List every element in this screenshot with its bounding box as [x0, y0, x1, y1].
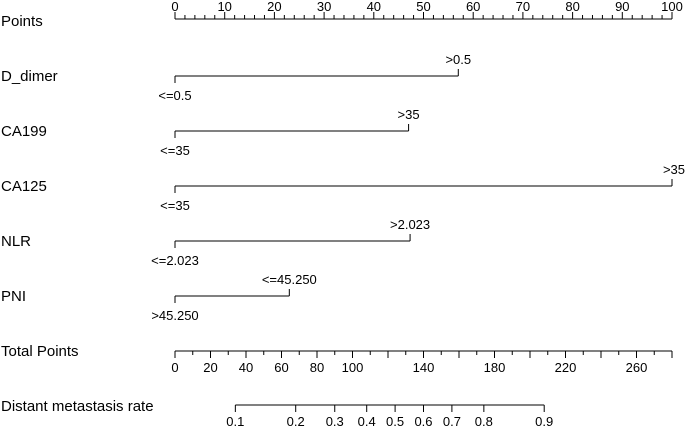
- risk-tick-label: 0.8: [475, 414, 493, 428]
- points-tick-label: 80: [565, 0, 579, 14]
- risk-tick-label: 0.5: [386, 414, 404, 428]
- variable-high-level-label: >35: [398, 107, 420, 122]
- variable-low-level-label: <=2.023: [151, 253, 199, 268]
- total-points-tick-label: 80: [310, 360, 324, 375]
- variable-low-level-label: <=35: [160, 143, 190, 158]
- total-points-tick-label: 0: [171, 360, 178, 375]
- variable-high-level-label: >35: [663, 162, 685, 177]
- total-points-scale-group: Total Points 0 20 40 60 80 100 140 180 220 260: [1, 343, 673, 375]
- points-tick-label: 70: [516, 0, 530, 14]
- variable-high-level-label: <=45.250: [262, 272, 317, 287]
- points-tick-label: 40: [367, 0, 381, 14]
- total-points-tick-label: 20: [203, 360, 217, 375]
- variable-label: CA125: [1, 178, 47, 195]
- points-tick-label: 20: [267, 0, 281, 14]
- variable-low-level-label: <=0.5: [158, 88, 191, 103]
- variable-label: D_dimer: [1, 68, 58, 85]
- total-points-tick-label: 40: [239, 360, 253, 375]
- variable-high-level-label: >2.023: [390, 217, 430, 232]
- variable-low-level-label: >45.250: [151, 308, 198, 323]
- points-tick-label: 100: [661, 0, 683, 14]
- total-points-tick-label: 140: [413, 360, 435, 375]
- risk-axis-label: Distant metastasis rate: [1, 398, 154, 415]
- variables-group: D_dimer <=0.5 >0.5 CA199 <=35 >35 CA125 <=35 >35…: [1, 52, 685, 323]
- total-points-tick-label: 220: [555, 360, 577, 375]
- points-tick-label: 90: [615, 0, 629, 14]
- total-points-axis-label: Total Points: [1, 343, 79, 360]
- risk-tick-label: 0.3: [326, 414, 344, 428]
- points-axis-label: Points: [1, 13, 43, 30]
- total-points-tick-label: 180: [484, 360, 506, 375]
- variable-label: CA199: [1, 123, 47, 140]
- points-tick-label: 0: [171, 0, 178, 14]
- points-scale-group: Points 0 10 20 30 40 50 60 70 80 90 100: [1, 0, 683, 30]
- risk-scale-group: Distant metastasis rate 0.1 0.2 0.3 0.4 0.5 0.…: [1, 398, 553, 428]
- variable-label: NLR: [1, 233, 31, 250]
- risk-tick-label: 0.4: [358, 414, 376, 428]
- risk-tick-label: 0.7: [443, 414, 461, 428]
- variable-high-level-label: >0.5: [445, 52, 471, 67]
- risk-tick-label: 0.6: [414, 414, 432, 428]
- risk-tick-label: 0.9: [535, 414, 553, 428]
- points-tick-label: 50: [416, 0, 430, 14]
- variable-low-level-label: <=35: [160, 198, 190, 213]
- total-points-tick-label: 260: [626, 360, 648, 375]
- points-tick-label: 30: [317, 0, 331, 14]
- points-tick-label: 10: [217, 0, 231, 14]
- variable-label: PNI: [1, 288, 26, 305]
- risk-tick-label: 0.1: [226, 414, 244, 428]
- points-tick-label: 60: [466, 0, 480, 14]
- total-points-tick-label: 60: [274, 360, 288, 375]
- risk-tick-label: 0.2: [287, 414, 305, 428]
- total-points-tick-label: 100: [342, 360, 364, 375]
